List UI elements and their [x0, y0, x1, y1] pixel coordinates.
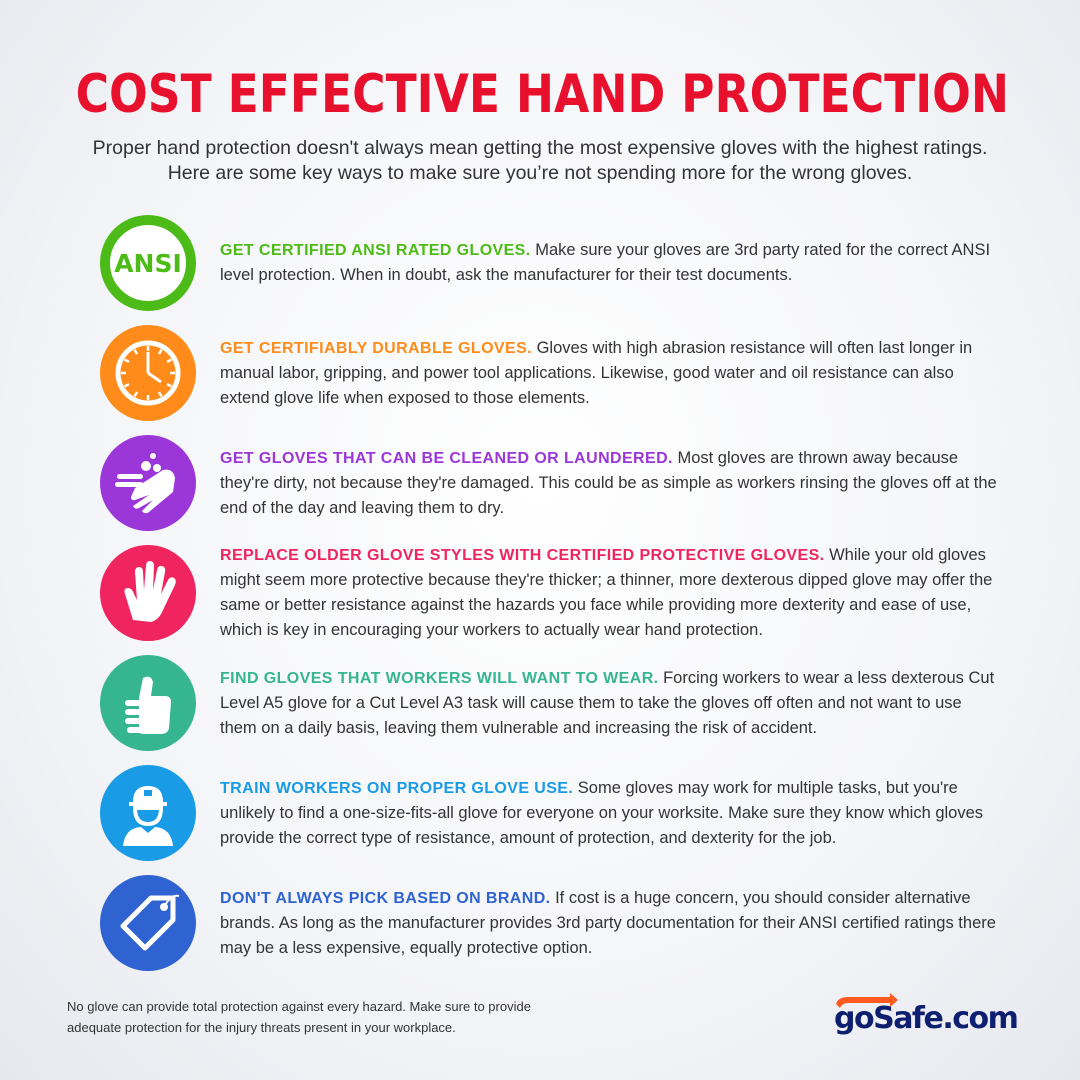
tip-heading: REPLACE OLDER GLOVE STYLES WITH CERTIFIE…: [220, 547, 825, 564]
tip-body: If cost is a huge concern, you should co…: [220, 888, 996, 957]
tip-body: Some gloves may work for multiple tasks,…: [220, 778, 984, 847]
footer-disclaimer: No glove can provide total protection ag…: [67, 999, 531, 1035]
tip-text: GET GLOVES THAT CAN BE CLEANED OR LAUNDE…: [220, 446, 1000, 521]
tip-heading: FIND GLOVES THAT WORKERS WILL WANT TO WE…: [220, 669, 659, 687]
gosafe-logo: goSafe.com: [834, 993, 1019, 1036]
clock-icon: [100, 325, 196, 421]
tip-body: Gloves with high abrasion resistance wil…: [220, 338, 973, 407]
tip-text: DON'T ALWAYS PICK BASED ON BRAND. If cos…: [220, 886, 1000, 961]
tip-body: Make sure your gloves are 3rd party rate…: [220, 241, 991, 284]
footer: No glove can provide total protection ag…: [0, 978, 1080, 1062]
washing-hands-icon: [100, 435, 196, 531]
ansi-icon: ANSI: [100, 215, 196, 311]
hand-icon: [100, 545, 196, 641]
tip-item: ANSI GET CERTIFIED ANSI RATED GLOVES. Mak…: [0, 208, 1080, 318]
tip-body: Forcing workers to wear a less dexterous…: [220, 668, 995, 737]
tip-item: DON'T ALWAYS PICK BASED ON BRAND. If cos…: [0, 868, 1080, 978]
logo-text: goSafe.com: [834, 1001, 1017, 1036]
thumbs-up-icon: [100, 655, 196, 751]
page-title: COST EFFECTIVE HAND PROTECTION: [75, 64, 1010, 125]
tip-item: FIND GLOVES THAT WORKERS WILL WANT TO WE…: [0, 648, 1080, 758]
tip-text: FIND GLOVES THAT WORKERS WILL WANT TO WE…: [220, 666, 1000, 741]
tip-heading: GET CERTIFIED ANSI RATED GLOVES.: [220, 242, 531, 259]
tip-item: GET GLOVES THAT CAN BE CLEANED OR LAUNDE…: [0, 428, 1080, 538]
tip-item: REPLACE OLDER GLOVE STYLES WITH CERTIFIE…: [0, 538, 1080, 648]
intro-text: Proper hand protection doesn't always me…: [92, 137, 988, 184]
tip-heading: TRAIN WORKERS ON PROPER GLOVE USE.: [220, 779, 574, 797]
tip-heading: DON'T ALWAYS PICK BASED ON BRAND.: [220, 889, 551, 907]
tip-heading: GET CERTIFIABLY DURABLE GLOVES.: [220, 339, 532, 357]
tip-body: While your old gloves might seem more pr…: [220, 546, 993, 639]
worker-icon: [100, 765, 196, 861]
tip-text: GET CERTIFIED ANSI RATED GLOVES. Make su…: [220, 238, 1000, 288]
tip-body: Most gloves are thrown away because they…: [220, 448, 997, 517]
price-tag-icon: [100, 875, 196, 971]
tip-heading: GET GLOVES THAT CAN BE CLEANED OR LAUNDE…: [220, 449, 673, 467]
tip-item: GET CERTIFIABLY DURABLE GLOVES. Gloves w…: [0, 318, 1080, 428]
tip-item: TRAIN WORKERS ON PROPER GLOVE USE. Some …: [0, 758, 1080, 868]
tip-text: REPLACE OLDER GLOVE STYLES WITH CERTIFIE…: [220, 543, 1000, 643]
tip-list: ANSI GET CERTIFIED ANSI RATED GLOVES. Mak…: [0, 208, 1080, 978]
ansi-text: ANSI: [100, 215, 196, 311]
tip-text: GET CERTIFIABLY DURABLE GLOVES. Gloves w…: [220, 336, 1000, 411]
tip-text: TRAIN WORKERS ON PROPER GLOVE USE. Some …: [220, 776, 1000, 851]
